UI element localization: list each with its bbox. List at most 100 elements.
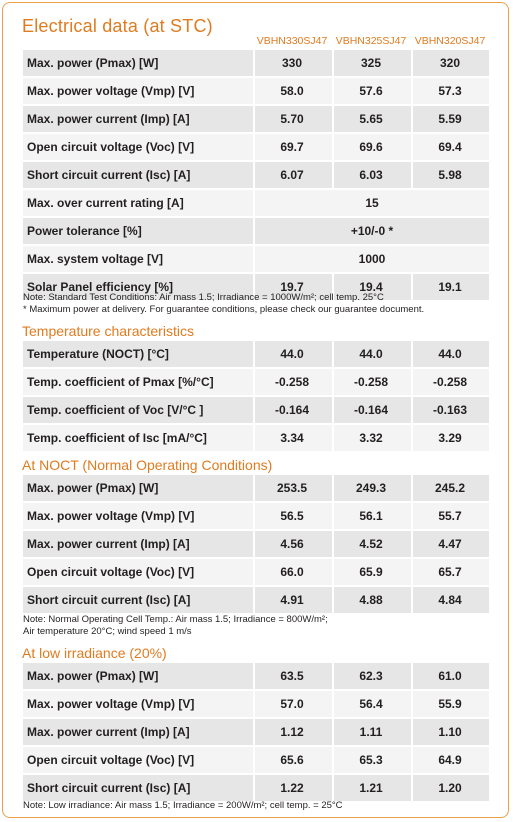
row-label: Temp. coefficient of Voc [V/°C ] [27,403,204,417]
noct-section-title: At NOCT (Normal Operating Conditions) [22,457,273,473]
cell-value: 325 [360,56,382,70]
table-row: Short circuit current (Isc) [A] 6.07 6.03 5… [23,162,489,190]
row-label: Max. power (Pmax) [W] [27,56,159,70]
row-label: Power tolerance [%] [27,224,142,238]
cell-value: 55.7 [438,509,462,523]
cell-value: 1.11 [359,725,383,739]
table-row: Temp. coefficient of Voc [V/°C ] -0.164 -0… [23,397,489,425]
table-row: Open circuit voltage (Voc) [V] 69.7 69.6 69… [23,134,489,162]
cell-value: 5.65 [359,112,383,126]
table-row: Solar Panel efficiency [%] 19.7 19.4 19.1 [23,274,489,302]
cell-value: 4.84 [438,593,462,607]
cell-value: 320 [439,56,461,70]
cell-value: 3.32 [359,431,383,445]
table-row: Temp. coefficient of Isc [mA/°C] 3.34 3.32… [23,425,489,453]
cell-value: 69.7 [280,140,304,154]
row-label: Open circuit voltage (Voc) [V] [27,753,195,767]
cell-value: 44.0 [359,347,383,361]
cell-value: 57.3 [438,84,462,98]
low-irradiance-note: Note: Low irradiance: Air mass 1.5; Irra… [23,800,343,811]
table-row: Short circuit current (Isc) [A] 1.22 1.21 1… [23,775,489,803]
table-row: Temp. coefficient of Pmax [%/°C] -0.258 -0… [23,369,489,397]
cell-value: 65.6 [280,753,304,767]
row-label: Max. power voltage (Vmp) [V] [27,84,195,98]
cell-value: 61.0 [438,669,462,683]
row-label: Short circuit current (Isc) [A] [27,168,191,182]
cell-value: 44.0 [438,347,462,361]
cell-value-span: 1000 [358,252,386,266]
cell-value: 19.1 [438,280,462,294]
cell-value: 5.59 [438,112,462,126]
row-label: Max. power current (Imp) [A] [27,725,190,739]
stc-note: Note: Standard Test Conditions: Air mass… [23,292,384,303]
cell-value-span: +10/-0 * [350,224,394,238]
model-header-1: VBHN330SJ47 [256,35,328,47]
row-label: Short circuit current (Isc) [A] [27,781,191,795]
cell-value: 19.7 [280,280,304,294]
row-label: Max. power (Pmax) [W] [27,481,159,495]
row-label: Short circuit current (Isc) [A] [27,593,191,607]
table-row: Max. power current (Imp) [A] 5.70 5.65 5.59 [23,106,489,134]
cell-value: 330 [281,56,303,70]
row-label: Temp. coefficient of Pmax [%/°C] [27,375,214,389]
cell-value: 65.3 [359,753,383,767]
cell-value: 249.3 [355,481,387,495]
row-label: Max. power voltage (Vmp) [V] [27,697,195,711]
model-header-2: VBHN325SJ47 [335,35,407,47]
noct-table: Max. power (Pmax) [W] 253.5 249.3 245.2 Max.… [23,475,489,615]
cell-value: 57.0 [280,697,304,711]
cell-value: 1.10 [438,725,462,739]
row-label: Open circuit voltage (Voc) [V] [27,140,195,154]
cell-value: 3.29 [438,431,462,445]
cell-value: 44.0 [280,347,304,361]
table-row: Max. system voltage [V] 1000 [23,246,489,274]
cell-value: 245.2 [434,481,466,495]
cell-value: 4.52 [359,537,383,551]
noct-note: Note: Normal Operating Cell Temp.: Air m… [23,614,328,625]
row-label: Max. power (Pmax) [W] [27,669,159,683]
cell-value: -0.163 [432,403,468,417]
cell-value: -0.164 [274,403,310,417]
cell-value: 65.9 [359,565,383,579]
stc-footnote: * Maximum power at delivery. For guarant… [23,304,425,315]
table-row: Max. power current (Imp) [A] 1.12 1.11 1.10 [23,719,489,747]
cell-value: 69.4 [438,140,462,154]
row-label: Temperature (NOCT) [°C] [27,347,169,361]
temperature-table: Temperature (NOCT) [°C] 44.0 44.0 44.0 Temp.… [23,341,489,453]
cell-value: 66.0 [280,565,304,579]
cell-value: 5.98 [438,168,462,182]
cell-value: 62.3 [359,669,383,683]
cell-value: 1.20 [438,781,462,795]
cell-value: 57.6 [359,84,383,98]
temperature-section-title: Temperature characteristics [22,323,194,339]
table-row: Max. power voltage (Vmp) [V] 57.0 56.4 55.9 [23,691,489,719]
cell-value: 55.9 [438,697,462,711]
cell-value: 1.12 [280,725,304,739]
model-header-3: VBHN320SJ47 [414,35,486,47]
cell-value: -0.164 [353,403,389,417]
cell-value: 5.70 [280,112,304,126]
table-row: Max. power (Pmax) [W] 253.5 249.3 245.2 [23,475,489,503]
row-label: Max. power current (Imp) [A] [27,112,190,126]
row-label: Solar Panel efficiency [%] [27,280,174,294]
cell-value: 69.6 [359,140,383,154]
cell-value: 56.5 [280,509,304,523]
table-row: Short circuit current (Isc) [A] 4.91 4.88 4… [23,587,489,615]
row-label: Max. system voltage [V] [27,252,164,266]
table-row: Max. power voltage (Vmp) [V] 56.5 56.1 55.7 [23,503,489,531]
table-row: Max. power (Pmax) [W] 63.5 62.3 61.0 [23,663,489,691]
row-label: Max. over current rating [A] [27,196,184,210]
low-irradiance-table: Max. power (Pmax) [W] 63.5 62.3 61.0 Max. po… [23,663,489,803]
table-row: Open circuit voltage (Voc) [V] 65.6 65.3 64… [23,747,489,775]
table-row: Power tolerance [%] +10/-0 * [23,218,489,246]
cell-value: -0.258 [274,375,310,389]
table-row: Max. power current (Imp) [A] 4.56 4.52 4.47 [23,531,489,559]
cell-value: 56.4 [359,697,383,711]
row-label: Temp. coefficient of Isc [mA/°C] [27,431,207,445]
cell-value: 4.88 [359,593,383,607]
cell-value: 63.5 [280,669,304,683]
stc-table: Max. power (Pmax) [W] 330 325 320 Max. power… [23,50,489,302]
cell-value: -0.258 [353,375,389,389]
cell-value: 1.21 [359,781,383,795]
